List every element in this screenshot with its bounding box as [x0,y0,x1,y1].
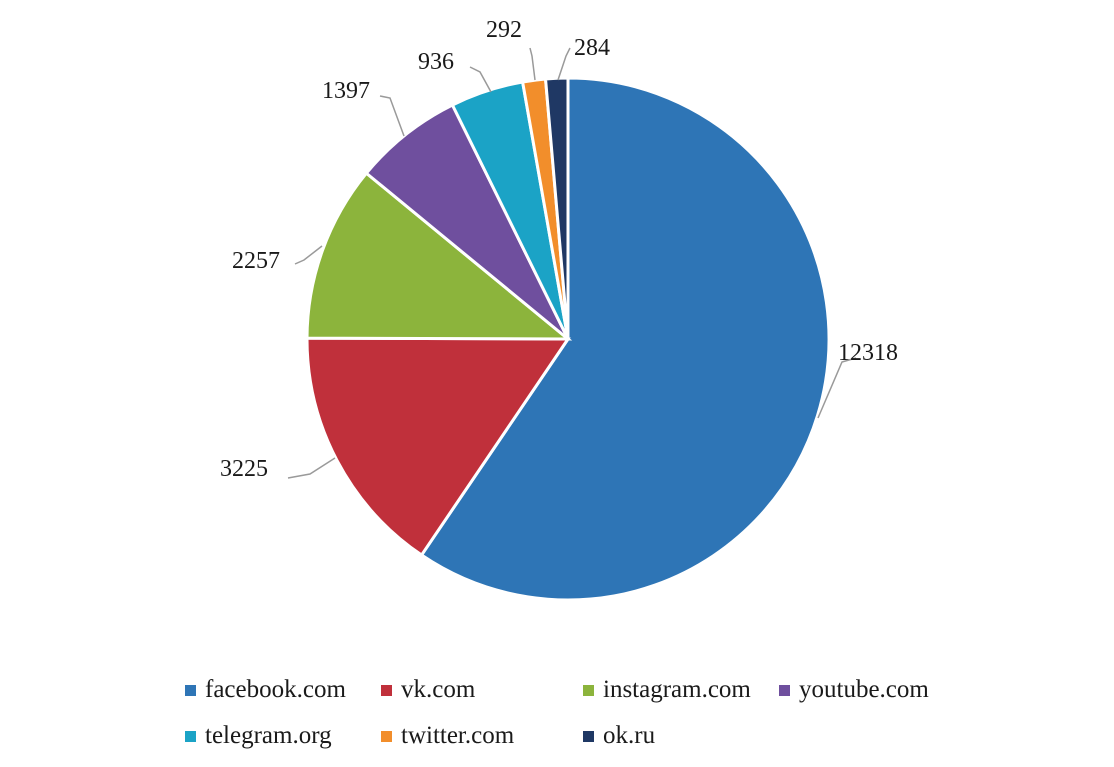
leader-line [817,357,857,419]
data-label-instagram-com: 2257 [232,248,280,274]
pie-slice-facebook-com [419,76,831,602]
data-label-ok-ru: 284 [574,35,610,61]
pie-slice-youtube-com [364,102,570,341]
leader-line [294,245,323,265]
leader-line [529,47,536,81]
leader-line [557,47,571,81]
data-label-vk-com: 3225 [220,456,268,482]
data-label-youtube-com: 1397 [322,78,370,104]
data-label-telegram-org: 936 [418,49,454,75]
leader-line [469,66,492,93]
leader-line [287,457,336,479]
pie-slice-ok-ru [543,76,570,340]
pie-slice-instagram-com [305,171,573,341]
leader-line [379,95,405,137]
pie-slice-vk-com [305,336,571,558]
data-label-facebook-com: 12318 [838,340,898,366]
data-label-twitter-com: 292 [486,17,522,43]
